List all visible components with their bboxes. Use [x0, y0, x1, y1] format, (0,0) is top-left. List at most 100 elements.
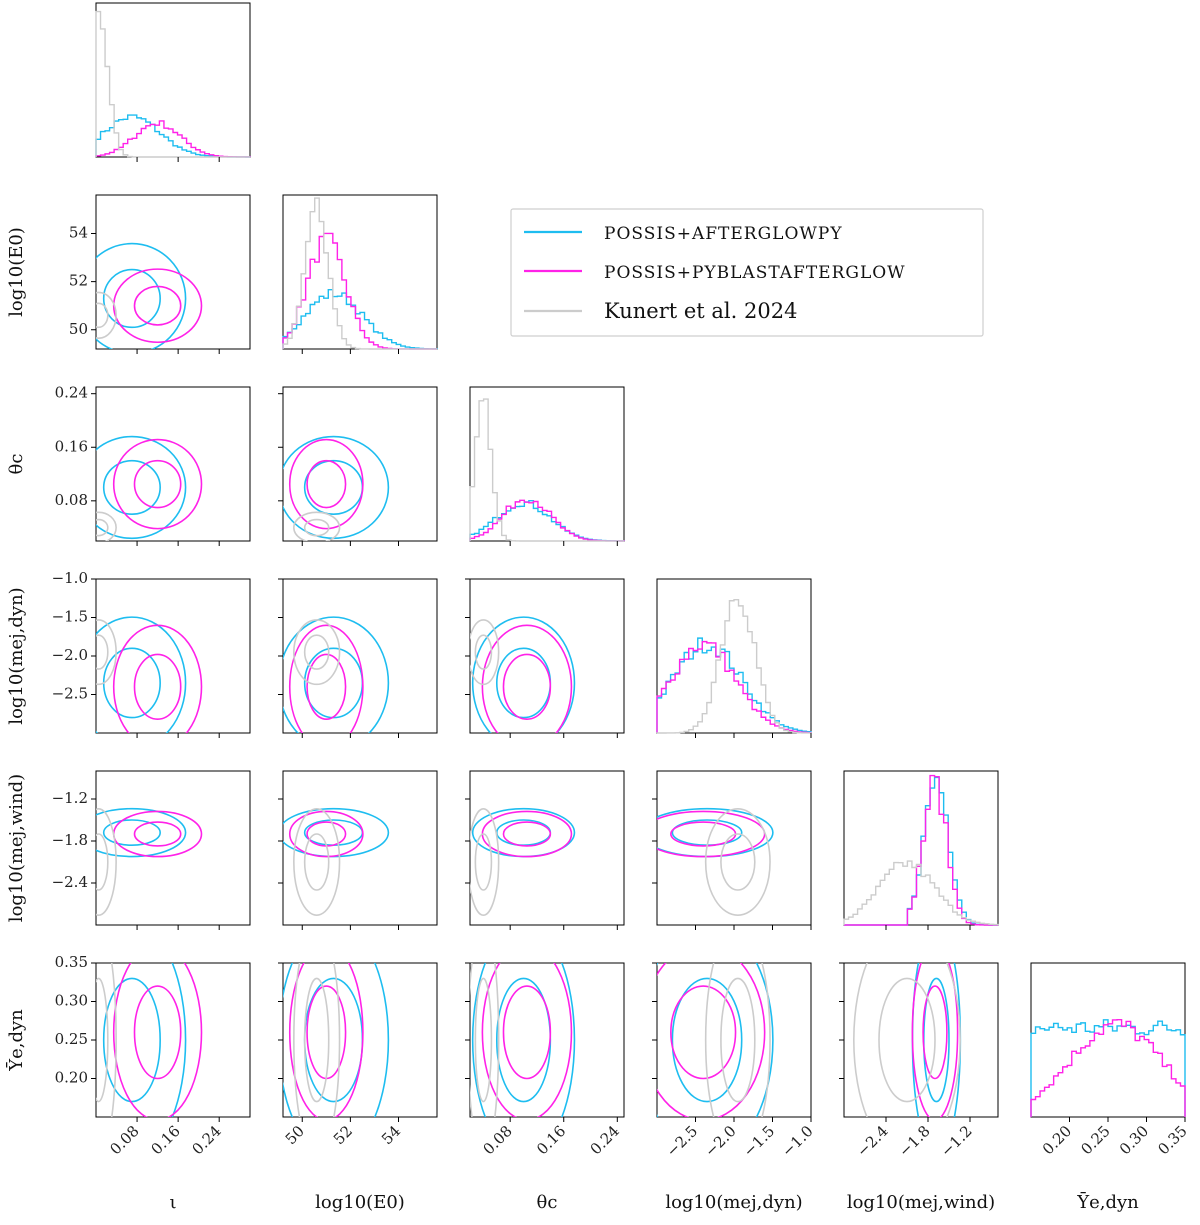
panel-logmwind-thetac: [465, 770, 625, 930]
x-tick-label: 0.35: [1154, 1122, 1190, 1158]
panel-thetac-iota: [91, 386, 251, 546]
panel-logmdyn-iota: [91, 578, 251, 738]
contour-2-0: [474, 977, 493, 1103]
histogram-0: [282, 288, 438, 350]
contour-0-0: [303, 647, 364, 719]
histogram-0: [1030, 1019, 1186, 1117]
y-axis-label-logmdyn: log10(mej,dyn): [6, 587, 27, 724]
panel-Ye-logE0: [278, 962, 438, 1122]
contour-2-0: [720, 833, 756, 891]
panel-Ye-thetac: [465, 962, 625, 1122]
y-tick-label: −1.2: [52, 789, 88, 807]
contour-0-0: [102, 977, 161, 1103]
contour-2-0: [474, 833, 493, 891]
y-tick-label: 0.20: [55, 1069, 88, 1087]
x-tick-label: 0.25: [1077, 1122, 1113, 1158]
contour-1-0: [133, 459, 182, 509]
y-tick-label: −1.0: [52, 569, 88, 587]
contour-2-0: [96, 833, 109, 891]
panel-logmdyn-thetac: [465, 578, 625, 738]
x-tick-label: 0.20: [1039, 1122, 1075, 1158]
panel-frame: [656, 962, 812, 1118]
contour-1-1: [112, 268, 203, 344]
contour-1-1: [288, 624, 364, 733]
contour-2-0: [720, 977, 756, 1103]
contour-0-1: [471, 616, 576, 733]
contour-1-1: [112, 810, 203, 858]
contour-0-1: [96, 435, 187, 540]
panel-Ye-logmdyn: [652, 962, 812, 1122]
contour-2-0: [303, 518, 330, 537]
x-axis-label-logE0: log10(E0): [315, 1192, 405, 1213]
contour-0-0: [671, 819, 743, 846]
y-tick-label: −2.0: [52, 646, 88, 664]
contour-1-1: [112, 963, 203, 1117]
panel-logmwind-logmwind: [843, 770, 999, 930]
contour-0-0: [495, 647, 552, 719]
contour-1-1: [288, 810, 364, 858]
x-tick-label: −1.2: [937, 1122, 975, 1160]
contour-2-1: [96, 619, 117, 686]
contour-2-1: [96, 511, 117, 541]
contour-0-0: [671, 977, 743, 1103]
histogram-2: [843, 860, 999, 926]
panel-logE0-logE0: [282, 194, 438, 354]
panel-Ye-Ye: [1030, 962, 1186, 1122]
contour-1-0: [670, 985, 737, 1080]
x-tick-label: 0.08: [479, 1122, 515, 1158]
x-axis-label-logmdyn: log10(mej,dyn): [665, 1192, 802, 1213]
contour-1-0: [133, 653, 182, 720]
contour-1-0: [306, 821, 347, 847]
panel-frame: [282, 386, 438, 542]
contour-1-1: [112, 624, 203, 733]
contour-0-1: [96, 242, 187, 349]
contour-1-1: [112, 438, 203, 530]
x-tick-label: 0.24: [189, 1122, 225, 1158]
panel-frame: [469, 962, 625, 1118]
x-axis-label-logmwind: log10(mej,wind): [847, 1192, 995, 1213]
x-tick-label: 0.30: [1116, 1122, 1152, 1158]
contour-2-0: [96, 518, 109, 537]
contour-2-0: [303, 833, 330, 891]
panel-frame: [95, 770, 251, 926]
panel-thetac-thetac: [469, 386, 625, 546]
contour-1-1: [288, 438, 364, 530]
contour-2-1: [293, 619, 341, 686]
x-tick-label: −2.0: [701, 1122, 739, 1160]
contour-1-0: [502, 653, 552, 720]
contour-2-1: [470, 963, 500, 1117]
contour-0-0: [102, 647, 161, 719]
contour-2-1: [470, 808, 500, 916]
contour-1-0: [502, 985, 552, 1080]
contour-1-0: [133, 285, 182, 326]
x-tick-label: 54: [378, 1122, 404, 1148]
panel-thetac-logE0: [278, 386, 438, 546]
histogram-1: [656, 640, 812, 734]
y-tick-label: 0.25: [55, 1030, 88, 1048]
contour-0-1: [471, 963, 576, 1117]
x-tick-label: 0.08: [106, 1122, 142, 1158]
y-tick-label: 0.35: [55, 953, 88, 971]
panel-logmdyn-logmdyn: [656, 578, 812, 738]
legend-label-afterglowpy: POSSIS+AFTERGLOWPY: [604, 224, 843, 244]
contour-2-1: [704, 963, 771, 1117]
y-axis-label-Ye: Ȳe,dyn: [4, 1009, 27, 1072]
x-axis-label-thetac: θc: [537, 1192, 558, 1213]
contour-0-0: [102, 268, 161, 329]
contour-1-0: [306, 459, 347, 509]
contour-1-1: [911, 963, 959, 1117]
legend: POSSIS+AFTERGLOWPY POSSIS+PYBLASTAFTERGL…: [510, 208, 984, 337]
panel-logE0-iota: [91, 194, 251, 354]
contour-2-1: [293, 963, 341, 1117]
contour-2-1: [110, 963, 117, 1117]
histogram-2: [656, 598, 812, 734]
panel-frame: [282, 962, 438, 1118]
contour-0-1: [283, 616, 390, 733]
contour-0-0: [303, 819, 364, 846]
x-tick-label: 0.16: [533, 1122, 569, 1158]
panel-Ye-iota: [91, 962, 251, 1122]
legend-box: [510, 208, 984, 337]
panel-frame: [656, 770, 812, 926]
contour-2-1: [96, 808, 117, 916]
contour-2-0: [878, 977, 936, 1103]
